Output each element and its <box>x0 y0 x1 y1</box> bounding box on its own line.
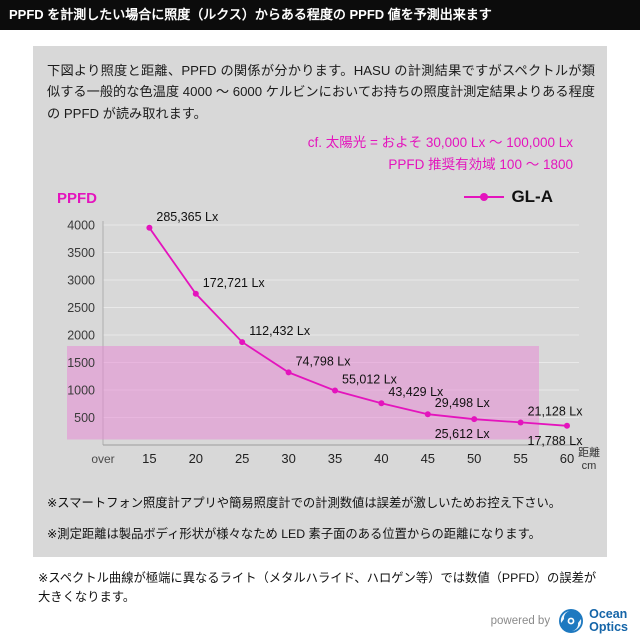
svg-text:112,432 Lx: 112,432 Lx <box>249 324 311 338</box>
svg-text:3500: 3500 <box>67 246 95 260</box>
top-banner: PPFD を計測したい場合に照度（ルクス）からある程度の PPFD 値を予測出来… <box>0 0 640 30</box>
chart-header: PPFD GL-A <box>41 187 599 207</box>
powered-by-label: powered by <box>490 614 551 627</box>
recommended-range-line: PPFD 推奨有効域 100 ～ 1800 <box>388 156 573 172</box>
svg-text:25: 25 <box>235 451 249 466</box>
sunlight-reference-line: cf. 太陽光 = およそ 30,000 Lx ～ 100,000 Lx <box>307 135 573 151</box>
svg-text:20: 20 <box>189 451 203 466</box>
svg-text:over: over <box>91 452 114 466</box>
svg-text:285,365 Lx: 285,365 Lx <box>156 210 219 224</box>
note-distance: ※測定距離は製品ボディ形状が様々なため LED 素子面のある位置からの距離になり… <box>47 526 541 541</box>
svg-text:15: 15 <box>142 451 156 466</box>
note-spectrum: ※スペクトル曲線が極端に異なるライト（メタルハライド、ハロゲン等）では数値（PP… <box>38 570 597 605</box>
svg-text:1000: 1000 <box>67 384 95 398</box>
chart-legend: GL-A <box>464 187 553 207</box>
svg-text:60: 60 <box>560 451 574 466</box>
svg-text:55: 55 <box>513 451 527 466</box>
legend-line-marker-icon <box>464 193 505 202</box>
svg-text:cm: cm <box>582 460 597 472</box>
ocean-optics-wordmark: Ocean Optics <box>589 606 628 634</box>
svg-text:40: 40 <box>374 451 388 466</box>
ocean-optics-logo-icon <box>559 608 584 633</box>
svg-text:500: 500 <box>74 411 95 425</box>
reference-block: cf. 太陽光 = およそ 30,000 Lx ～ 100,000 Lx PPF… <box>41 132 599 175</box>
ppfd-line-chart: 500 1000 1500 2000 2500 3000 3500 4000 over 15 20 2… <box>67 210 600 472</box>
legend-series-label: GL-A <box>511 187 553 207</box>
svg-text:74,798 Lx: 74,798 Lx <box>296 355 352 369</box>
svg-text:30: 30 <box>281 451 295 466</box>
svg-text:4000: 4000 <box>67 219 95 233</box>
svg-text:距離: 距離 <box>578 445 600 459</box>
note-smartphone: ※スマートフォン照度計アプリや簡易照度計での計測数値は誤差が激しいためお控え下さ… <box>47 496 562 511</box>
brand-line-2: Optics <box>589 619 628 634</box>
y-axis-title: PPFD <box>57 190 98 208</box>
svg-text:21,128 Lx: 21,128 Lx <box>528 405 584 419</box>
svg-text:17,788 Lx: 17,788 Lx <box>528 434 584 448</box>
svg-text:29,498 Lx: 29,498 Lx <box>435 397 491 411</box>
intro-paragraph: 下図より照度と距離、PPFD の関係が分かります。HASU の計測結果ですがスペ… <box>47 63 595 121</box>
svg-text:55,012 Lx: 55,012 Lx <box>342 373 398 387</box>
banner-text: PPFD を計測したい場合に照度（ルクス）からある程度の PPFD 値を予測出来… <box>9 7 492 22</box>
svg-text:1500: 1500 <box>67 356 95 370</box>
svg-text:45: 45 <box>421 451 435 466</box>
footer: powered by Ocean Optics <box>490 606 628 634</box>
chart-panel: 下図より照度と距離、PPFD の関係が分かります。HASU の計測結果ですがスペ… <box>33 46 607 557</box>
svg-text:2000: 2000 <box>67 329 95 343</box>
svg-text:3000: 3000 <box>67 274 95 288</box>
svg-text:35: 35 <box>328 451 342 466</box>
svg-text:43,429 Lx: 43,429 Lx <box>388 386 444 400</box>
svg-text:2500: 2500 <box>67 301 95 315</box>
svg-text:172,721 Lx: 172,721 Lx <box>203 276 266 290</box>
svg-text:50: 50 <box>467 451 481 466</box>
svg-text:25,612 Lx: 25,612 Lx <box>435 427 491 441</box>
notes-block: ※スマートフォン照度計アプリや簡易照度計での計測数値は誤差が激しいためお控え下さ… <box>41 495 599 542</box>
brand-line-1: Ocean <box>589 606 628 621</box>
